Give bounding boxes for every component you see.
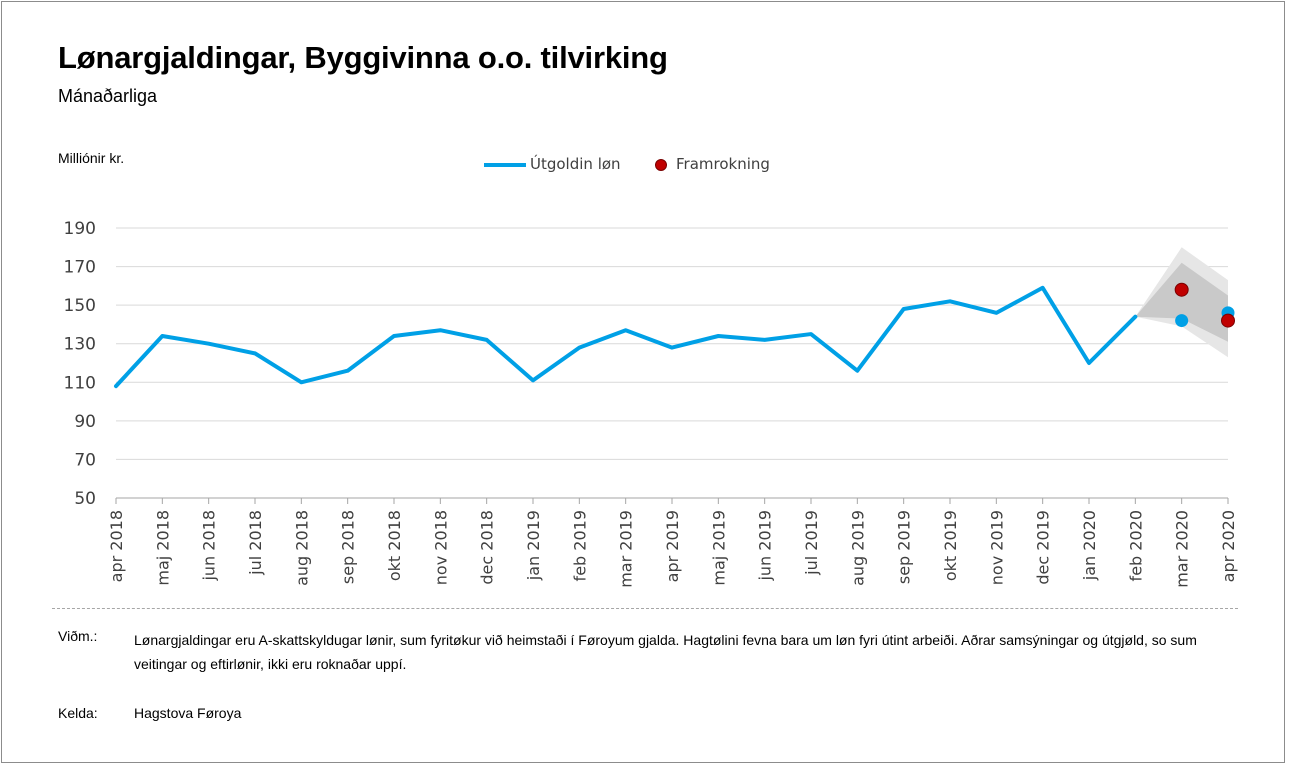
- y-tick-label: 170: [64, 258, 96, 278]
- data-point-framrokning: [1174, 282, 1189, 297]
- x-tick-label: apr 2019: [663, 510, 682, 582]
- x-tick-label: apr 2018: [107, 510, 126, 582]
- x-tick-label: feb 2020: [1126, 510, 1145, 581]
- x-tick-label: nov 2018: [431, 510, 450, 585]
- source-text: Hagstova Føroya: [134, 705, 242, 721]
- data-point-framrokning: [1221, 313, 1235, 328]
- x-tick-label: feb 2019: [570, 510, 589, 581]
- line-chart: 190 170 150 130 110 90 70 50 apr 2018 maj 2018 jun…: [64, 219, 1238, 588]
- forecast-band-inner: [1135, 262, 1228, 342]
- x-tick-label: maj 2018: [153, 510, 172, 586]
- x-tick-label: jul 2019: [802, 510, 821, 576]
- x-tick-label: jun 2018: [200, 510, 219, 582]
- divider: [52, 608, 1238, 609]
- x-tick-label: aug 2018: [292, 510, 311, 586]
- x-tick-label: jan 2019: [524, 510, 543, 581]
- x-tick-label: dec 2019: [1034, 510, 1053, 585]
- x-tick-label: mar 2019: [617, 510, 636, 588]
- y-tick-label: 150: [64, 296, 96, 316]
- x-tick-label: okt 2019: [941, 510, 960, 581]
- legend-label-dot: Framrokning: [676, 155, 770, 173]
- note-text: Lønargjaldingar eru A-skattskyldugar løn…: [134, 632, 1197, 672]
- series-line-utgoldin-lon: [114, 285, 1138, 389]
- y-tick-label: 130: [64, 335, 96, 355]
- chart-title: Lønargjaldingar, Byggivinna o.o. tilvirk…: [58, 40, 668, 75]
- source-label: Kelda:: [58, 705, 98, 721]
- legend-dot-swatch: [655, 158, 667, 171]
- legend-label-line: Útgoldin løn: [530, 155, 621, 173]
- x-tick-label: okt 2018: [385, 510, 404, 581]
- x-tick-label: dec 2018: [478, 510, 497, 585]
- x-tick-label: mar 2020: [1173, 510, 1192, 588]
- y-tick-label: 190: [64, 219, 96, 239]
- y-tick-label: 90: [74, 412, 96, 432]
- legend-line-swatch: [484, 162, 526, 167]
- chart-subtitle: Mánaðarliga: [58, 86, 158, 106]
- y-axis-label: Milliónir kr.: [58, 150, 125, 166]
- y-tick-label: 70: [74, 450, 96, 470]
- x-tick-label: sep 2019: [895, 510, 914, 584]
- y-tick-label: 50: [74, 489, 96, 509]
- x-tick-label: jan 2020: [1080, 510, 1099, 581]
- note-label: Viðm.:: [58, 628, 98, 644]
- data-point-blue: [1175, 314, 1189, 328]
- y-tick-label: 110: [64, 373, 96, 393]
- x-tick-label: nov 2019: [987, 510, 1006, 585]
- legend-item-line: Útgoldin løn: [484, 155, 621, 173]
- x-tick-label: sep 2018: [339, 510, 358, 584]
- x-tick-label: jun 2019: [756, 510, 775, 582]
- x-tick-label: jul 2018: [246, 510, 265, 576]
- x-tick-label: apr 2020: [1219, 510, 1238, 582]
- legend-item-dot: Framrokning: [655, 155, 770, 173]
- x-tick-label: aug 2019: [848, 510, 867, 586]
- x-tick-label: maj 2019: [709, 510, 728, 586]
